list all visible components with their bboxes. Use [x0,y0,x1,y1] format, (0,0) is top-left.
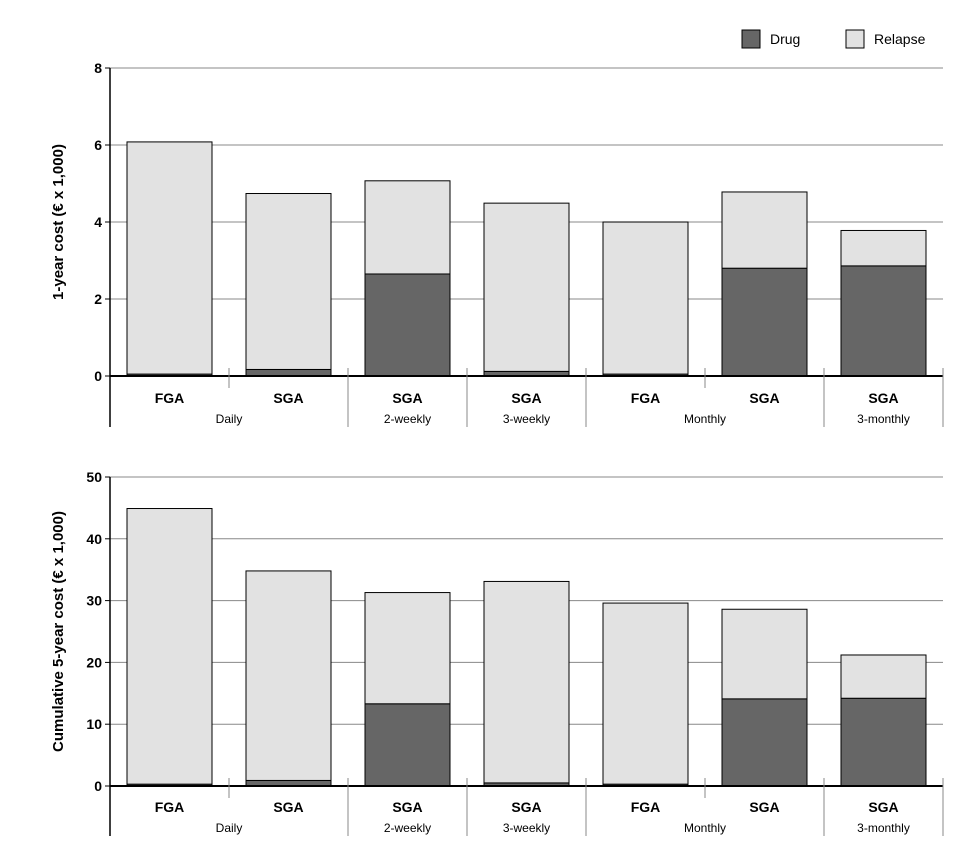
chart-panel-one-year: 0 2 4 6 8 FGA SGA SGA SGA FGA SGA SGA Daily 2-weekly 3… [50,60,944,427]
category-label: SGA [273,799,303,815]
category-label: FGA [631,799,661,815]
category-label: FGA [155,799,185,815]
category-label: SGA [392,799,422,815]
y-tick-label: 8 [94,60,102,76]
legend: Drug Relapse [741,29,926,49]
group-label: Daily [216,412,243,426]
bar-relapse-5 [602,221,689,375]
group-label: 3-weekly [503,821,550,835]
bar-drug-6 [721,698,808,787]
bar-drug-6 [721,267,808,377]
y-tick-label: 30 [86,593,102,609]
bar-drug-7 [840,265,927,377]
bar-relapse-4 [483,580,570,784]
category-label: SGA [868,799,898,815]
y-axis-label: 1-year cost (€ x 1,000) [50,144,67,300]
category-label: SGA [749,799,779,815]
y-tick-label: 0 [94,778,102,794]
bar-relapse-4 [483,202,570,372]
category-label: FGA [155,390,185,406]
group-label: Monthly [684,412,726,426]
bar-relapse-6 [721,608,808,700]
legend-swatch-relapse [845,29,865,49]
bar-relapse-1 [126,508,213,785]
legend-label-drug: Drug [770,31,800,47]
y-tick-label: 6 [94,137,102,153]
category-label: SGA [511,799,541,815]
group-label: 3-weekly [503,412,550,426]
bar-relapse-2 [245,193,332,370]
bar-drug-7 [840,697,927,787]
bar-relapse-7 [840,654,927,699]
y-axis-label: Cumulative 5-year cost (€ x 1,000) [50,511,67,752]
group-label: 3-monthly [857,412,910,426]
bar-relapse-2 [245,570,332,781]
y-tick-label: 20 [86,654,102,670]
group-label: Daily [216,821,243,835]
bar-drug-3 [364,703,451,787]
bar-relapse-7 [840,229,927,267]
bar-drug-3 [364,273,451,377]
y-tick-label: 0 [94,368,102,384]
legend-swatch-drug [741,29,761,49]
legend-label-relapse: Relapse [874,31,926,47]
group-label: 2-weekly [384,821,431,835]
y-tick-label: 10 [86,716,102,732]
bar-relapse-3 [364,592,451,705]
group-label: Monthly [684,821,726,835]
bar-relapse-6 [721,191,808,269]
category-label: SGA [392,390,422,406]
category-label: SGA [868,390,898,406]
bar-relapse-3 [364,180,451,275]
category-label: SGA [273,390,303,406]
category-label: FGA [631,390,661,406]
category-label: SGA [511,390,541,406]
y-tick-label: 2 [94,291,102,307]
category-label: SGA [749,390,779,406]
chart-panel-five-year: 0 10 20 30 40 50 FGA SGA SGA SGA FGA SGA SGA Daily 2-w… [50,469,944,836]
group-label: 2-weekly [384,412,431,426]
y-tick-label: 40 [86,531,102,547]
y-tick-label: 50 [86,469,102,485]
group-label: 3-monthly [857,821,910,835]
bar-relapse-1 [126,141,213,375]
bar-relapse-5 [602,602,689,785]
y-tick-label: 4 [94,214,102,230]
